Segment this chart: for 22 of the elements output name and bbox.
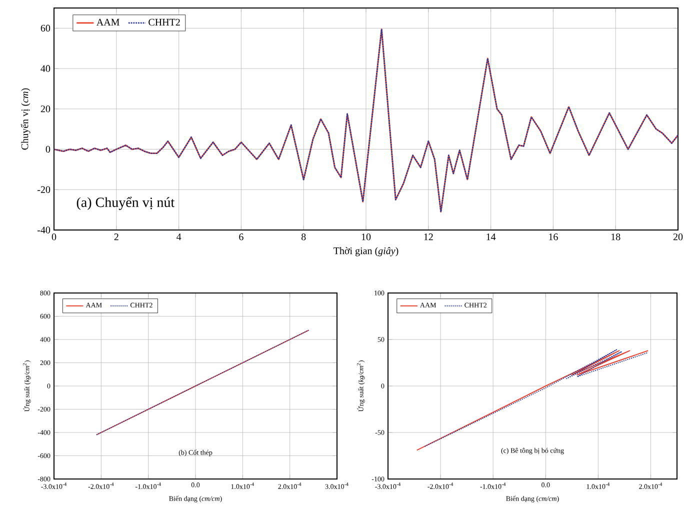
x-tick-label: 6 xyxy=(239,234,244,240)
y-tick-label: -20 xyxy=(38,186,50,194)
x-tick-label: 2 xyxy=(114,234,118,240)
y-tick-label: 20 xyxy=(40,106,50,112)
x-tick-label: 0 xyxy=(52,234,56,240)
annotation: (a) Chuyển vị nút xyxy=(76,196,175,210)
x-tick-label: 8 xyxy=(301,234,306,240)
x-tick-label: 4 xyxy=(176,234,182,240)
legend-label: CHHT2 xyxy=(148,18,180,26)
y-tick-label: 60 xyxy=(40,24,50,32)
x-tick-label: 10 xyxy=(362,234,371,240)
x-tick-label: 14 xyxy=(486,234,496,240)
x-tick-label: 16 xyxy=(549,234,558,240)
y-tick-label: -40 xyxy=(38,226,50,234)
x-axis-title: Thời gian (giây) xyxy=(334,247,398,256)
legend-label: AAM xyxy=(96,18,120,26)
y-tick-label: 0 xyxy=(46,146,50,153)
y-tick-label: 40 xyxy=(40,65,50,72)
x-tick-label: 18 xyxy=(611,234,620,240)
x-tick-label: 20 xyxy=(673,234,683,240)
x-tick-label: 12 xyxy=(424,234,433,240)
y-axis-title: Chuyển vị (cm) xyxy=(20,88,30,150)
